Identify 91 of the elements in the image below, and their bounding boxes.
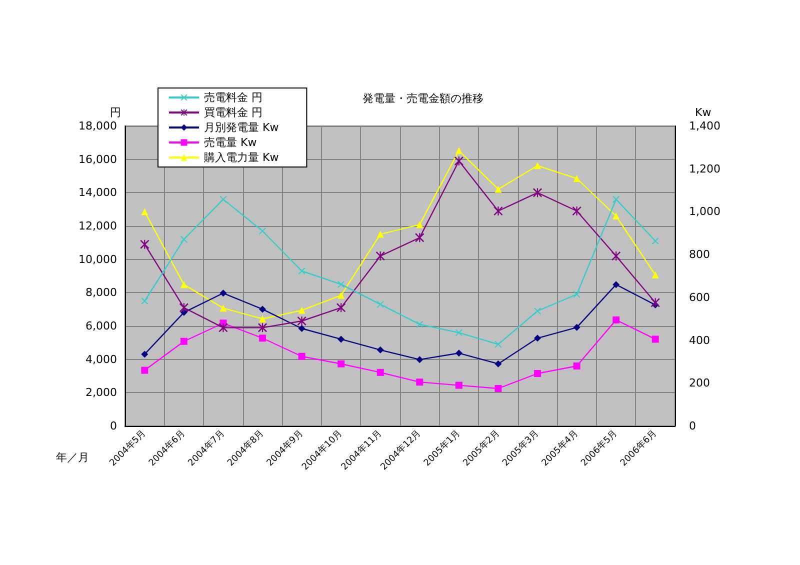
point [220, 304, 227, 312]
point [455, 329, 462, 336]
point [141, 208, 148, 216]
point [259, 306, 266, 313]
point [612, 212, 620, 220]
point [652, 238, 659, 244]
point [650, 298, 660, 308]
point [416, 356, 424, 364]
y-tick-label: 18,000 [78, 120, 117, 132]
legend-label: 買電料金 円 [204, 106, 262, 119]
point [455, 147, 462, 154]
point [298, 306, 306, 314]
chart-title: 発電量・売電金額の推移 [362, 92, 484, 105]
y2-tick-label: 1,000 [689, 205, 720, 218]
point [376, 346, 384, 354]
point [180, 338, 188, 345]
y2-tick-label: 800 [689, 248, 710, 262]
point [338, 336, 345, 343]
point [180, 236, 188, 243]
y-tick-label: 10,000 [78, 252, 117, 266]
point [141, 350, 148, 358]
point [218, 323, 228, 332]
point [298, 352, 306, 360]
point [376, 300, 384, 308]
y-tick-label: 6,000 [86, 320, 117, 332]
y-tick-label: 4,000 [86, 352, 117, 366]
y-tick-label: 14,000 [78, 186, 117, 200]
point [220, 196, 227, 203]
point [141, 298, 148, 304]
point [573, 290, 580, 298]
y2-tick-label: 400 [689, 334, 710, 347]
y2-axis-title: Kw [695, 106, 712, 119]
point [534, 370, 541, 377]
point [652, 271, 659, 278]
point [652, 336, 659, 343]
point [259, 334, 266, 342]
point [259, 315, 266, 322]
point [140, 240, 150, 249]
y-tick-label: 8,000 [86, 286, 117, 300]
point [336, 303, 346, 312]
y2-tick-label: 1,400 [689, 120, 720, 132]
point [455, 382, 462, 389]
point [141, 366, 148, 374]
point [376, 252, 385, 260]
point [376, 230, 384, 238]
point [416, 320, 424, 328]
point [494, 385, 502, 392]
legend-label: 購入電力量 Kw [204, 151, 279, 164]
point [180, 281, 188, 288]
point [259, 228, 266, 234]
y-tick-label: 12,000 [78, 220, 117, 232]
x-axis-title: 年／月 [56, 451, 89, 464]
y2-tick-label: 1,200 [689, 162, 720, 176]
point [533, 188, 542, 198]
point [220, 290, 227, 297]
point [179, 303, 188, 312]
point [494, 360, 502, 368]
point [455, 350, 462, 357]
point [338, 292, 345, 299]
point [573, 362, 580, 370]
point [534, 162, 541, 170]
y-tick-label: 2,000 [86, 386, 117, 400]
y-tick-label: 0 [110, 420, 117, 432]
point [415, 233, 424, 242]
point [376, 368, 384, 376]
legend-label: 売電量 Kw [204, 136, 257, 149]
point [612, 316, 620, 324]
point [534, 334, 541, 342]
legend-label: 月別発電量 Kw [204, 121, 279, 134]
point [494, 340, 502, 348]
y-tick-label: 16,000 [78, 152, 117, 166]
y2-tick-label: 200 [689, 376, 710, 390]
point [572, 206, 582, 216]
point [494, 206, 503, 216]
point [573, 175, 580, 182]
point [416, 221, 424, 228]
point [416, 378, 424, 386]
y2-tick-label: 600 [689, 290, 710, 304]
point [494, 186, 502, 193]
point [573, 324, 580, 331]
point [612, 196, 620, 203]
point [338, 360, 345, 368]
point [534, 308, 541, 314]
legend-label: 売電料金 円 [204, 91, 262, 104]
y2-tick-label: 0 [689, 420, 696, 432]
point [258, 323, 267, 332]
point [298, 325, 306, 332]
y-axis-title: 円 [110, 106, 121, 119]
point [612, 281, 620, 288]
point [297, 316, 306, 326]
point [338, 280, 345, 288]
